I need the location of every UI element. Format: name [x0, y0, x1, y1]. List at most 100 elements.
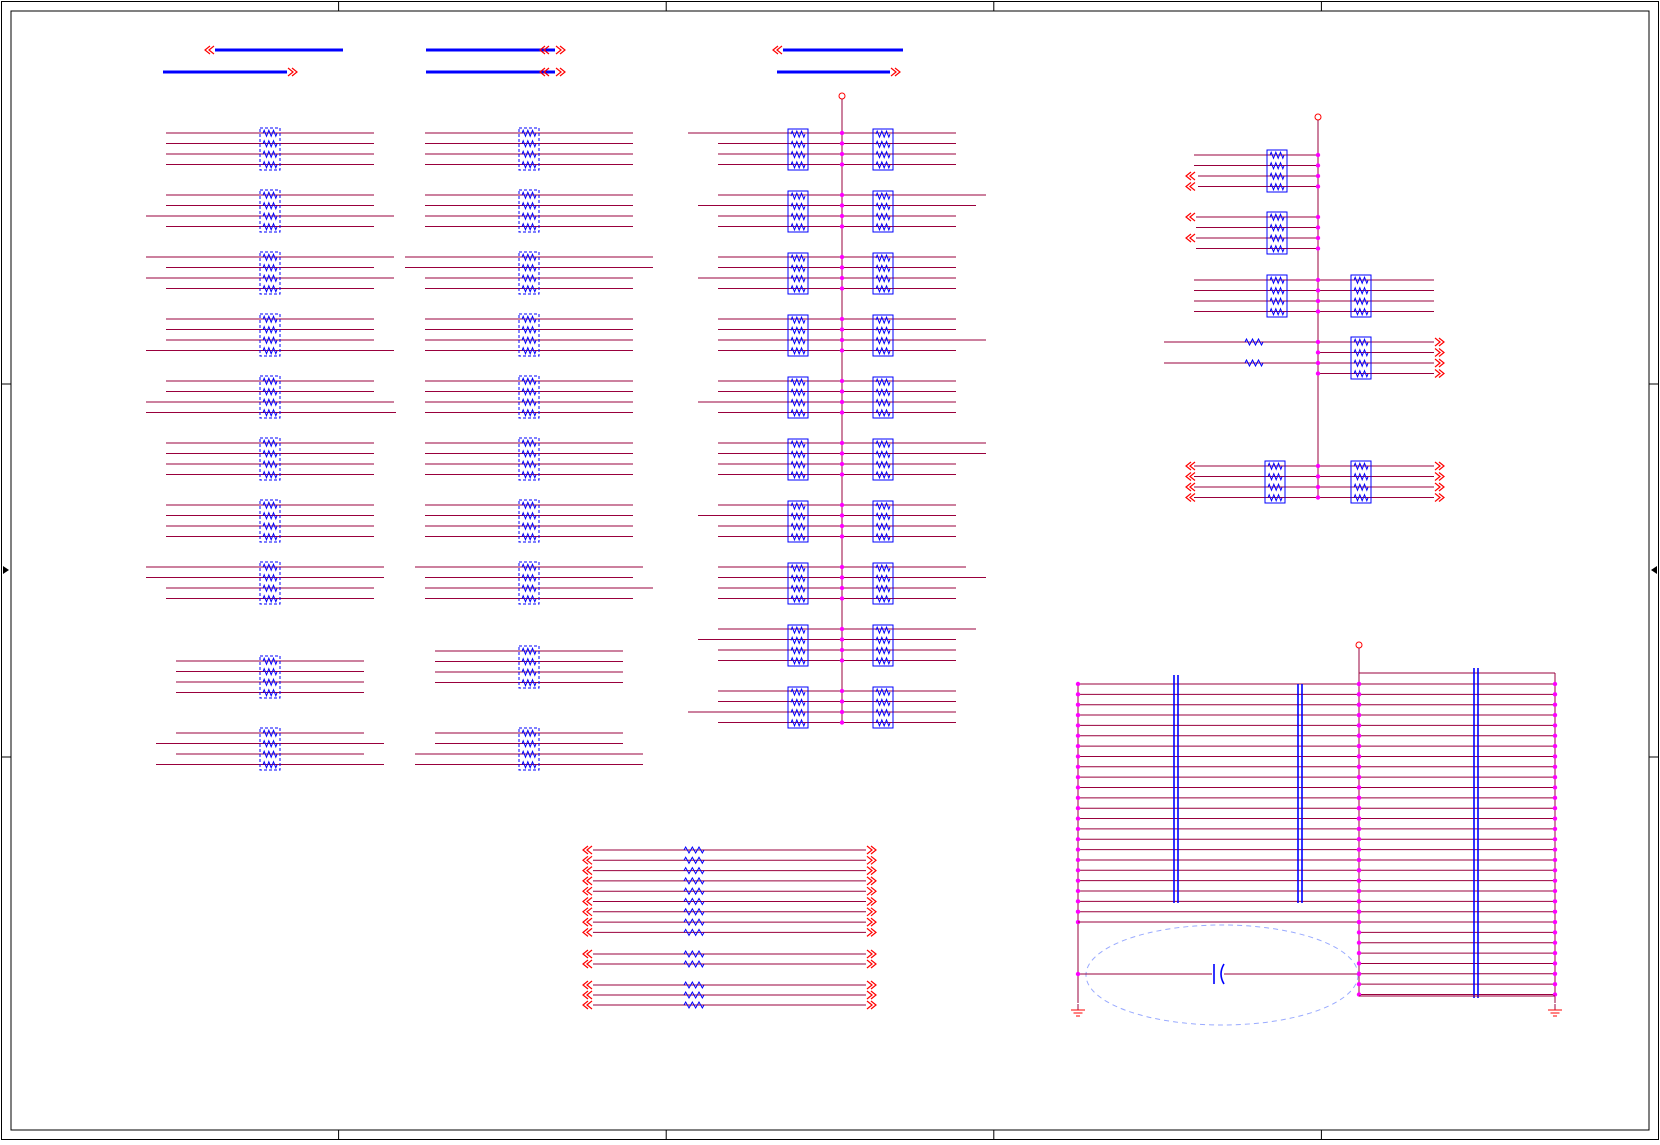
- resistor-icon: [790, 563, 806, 573]
- resistor-icon: [1353, 307, 1369, 317]
- offpage-connector-right: [866, 927, 877, 937]
- offpage-connector-icon: [539, 45, 550, 55]
- resistor-pack-body: [518, 645, 540, 689]
- termination-group: [415, 561, 653, 605]
- resistor-icon: [521, 160, 537, 170]
- junction-dot: [1552, 888, 1558, 894]
- resistor-icon: [790, 646, 806, 656]
- resistor-pack-body: [259, 313, 281, 357]
- resistor-pack-body: [787, 624, 809, 667]
- resistor-pack-icon: [518, 189, 540, 233]
- resistor-pack-body: [872, 252, 894, 295]
- resistor-icon: [875, 408, 891, 418]
- junction-dot: [1315, 184, 1321, 189]
- junction-dot: [839, 337, 845, 343]
- offpage-connector-right: [866, 1000, 877, 1010]
- junction-dot: [1552, 702, 1558, 707]
- offpage-connector-icon: [582, 886, 593, 896]
- junction-dot: [1356, 919, 1362, 925]
- resistor-icon: [1353, 358, 1369, 368]
- resistor-icon: [262, 449, 278, 459]
- junction-dot: [839, 440, 845, 446]
- resistor-icon: [875, 635, 891, 645]
- junction-dot: [1075, 816, 1081, 821]
- junction-dot: [1075, 733, 1081, 738]
- resistor-icon: [1353, 482, 1369, 492]
- junction-dot: [1315, 288, 1321, 293]
- resistor-pack-body: [259, 499, 281, 543]
- resistor-icon: [262, 128, 278, 138]
- ground-icon: [1071, 1004, 1085, 1017]
- junction-dot: [1315, 309, 1321, 314]
- resistor-icon: [790, 594, 806, 604]
- junction-dot: [1315, 298, 1321, 304]
- resistor-icon: [521, 667, 537, 677]
- resistor-pack-icon: [259, 127, 281, 171]
- resistor-icon: [521, 657, 537, 667]
- termination-group: [176, 655, 364, 699]
- offpage-connector-left: [582, 990, 593, 1000]
- junction-dot: [1552, 743, 1558, 749]
- resistor-icon: [875, 656, 891, 666]
- resistor-icon: [875, 222, 891, 232]
- resistor-pack-icon: [872, 438, 894, 481]
- resistor-icon: [790, 635, 806, 645]
- junction-dot: [1356, 816, 1362, 821]
- resistor-icon: [521, 521, 537, 531]
- resistor-icon: [875, 594, 891, 604]
- offpage-connector-icon: [1434, 493, 1445, 502]
- offpage-connector-icon: [890, 67, 901, 77]
- resistor-icon: [1353, 472, 1369, 482]
- offpage-connector-right: [866, 990, 877, 1000]
- resistor-icon: [262, 149, 278, 159]
- resistor-pack-icon: [787, 500, 809, 543]
- termination-group: [146, 251, 394, 295]
- resistor-icon: [683, 980, 705, 990]
- resistor-pack-body: [518, 561, 540, 605]
- capacitor-icon: [1220, 963, 1225, 985]
- resistor-icon: [1267, 493, 1283, 503]
- junction-dot: [1356, 723, 1362, 728]
- resistor-pack-body: [872, 376, 894, 419]
- resistor-pack-body: [1350, 274, 1372, 318]
- resistor-icon: [1267, 461, 1283, 471]
- resistor-icon: [790, 346, 806, 356]
- resistor-icon: [875, 253, 891, 263]
- junction-dot: [839, 192, 845, 198]
- junction-dot: [1315, 495, 1321, 500]
- resistor-icon: [790, 222, 806, 232]
- junction-dot: [1552, 681, 1558, 687]
- junction-dot: [1552, 981, 1558, 987]
- resistor-icon: [521, 201, 537, 211]
- resistor-icon: [521, 128, 537, 138]
- termination-array-column-2: [405, 127, 653, 771]
- junction-dot: [1356, 692, 1362, 697]
- resistor-icon: [521, 459, 537, 469]
- junction-dot: [1552, 806, 1558, 811]
- resistor-pack-body: [787, 438, 809, 481]
- resistor-pack-icon: [1266, 149, 1288, 193]
- junction-dot: [1315, 277, 1321, 283]
- junction-dot: [1356, 981, 1362, 987]
- resistor-pack-body: [1350, 336, 1372, 380]
- resistor-icon: [262, 728, 278, 738]
- junction-dot: [839, 348, 845, 353]
- offpage-connector-icon: [1185, 482, 1196, 492]
- capacitor-icon: [1473, 668, 1479, 998]
- offpage-connector-right: [866, 949, 877, 959]
- resistor-icon: [262, 387, 278, 397]
- termination-group: [415, 727, 643, 771]
- junction-dot: [1075, 971, 1081, 977]
- resistor-icon: [1244, 358, 1264, 368]
- junction-dot: [1356, 795, 1362, 801]
- resistor-icon: [1353, 337, 1369, 347]
- offpage-connector-icon: [582, 990, 593, 1000]
- resistor-icon: [875, 336, 891, 346]
- offpage-connector-icon: [866, 897, 877, 906]
- junction-dot: [1552, 899, 1558, 904]
- capacitor-icon: [1297, 684, 1303, 903]
- resistor-icon: [1269, 296, 1285, 306]
- resistor-icon: [1353, 461, 1369, 471]
- resistor-icon: [521, 273, 537, 283]
